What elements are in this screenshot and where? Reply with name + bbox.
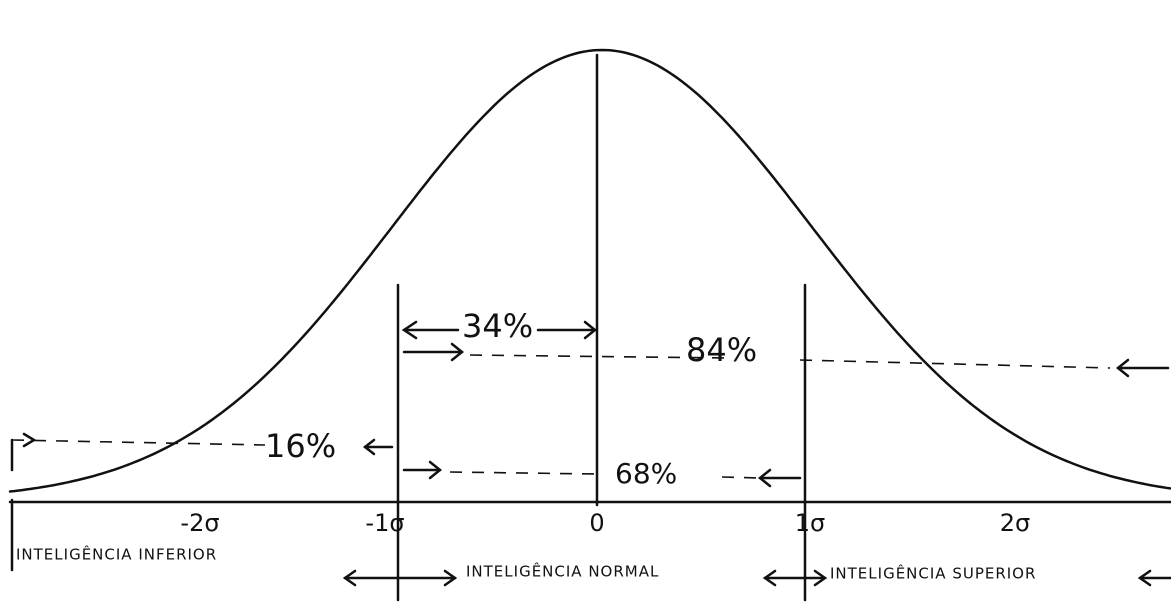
region-label: INTELIGÊNCIA SUPERIOR	[830, 564, 1036, 583]
region-label: INTELIGÊNCIA INFERIOR	[16, 545, 217, 564]
axis-label: 1σ	[795, 509, 825, 537]
annotation: 84%	[686, 331, 757, 369]
annotation: 16%	[265, 427, 336, 465]
region-label: INTELIGÊNCIA NORMAL	[466, 562, 659, 581]
axis-label: 2σ	[1000, 509, 1030, 537]
bell-curve	[10, 50, 1170, 492]
annotation: 34%	[462, 307, 533, 345]
annotation: 68%	[615, 457, 677, 490]
axis-label: 0	[589, 509, 604, 537]
diagram: 34% 84% 16% 68% -2σ -1σ 0 1σ 2σ INTELIGÊ…	[0, 0, 1171, 607]
axis-label: -2σ	[180, 509, 219, 537]
axis-label: -1σ	[365, 509, 404, 537]
